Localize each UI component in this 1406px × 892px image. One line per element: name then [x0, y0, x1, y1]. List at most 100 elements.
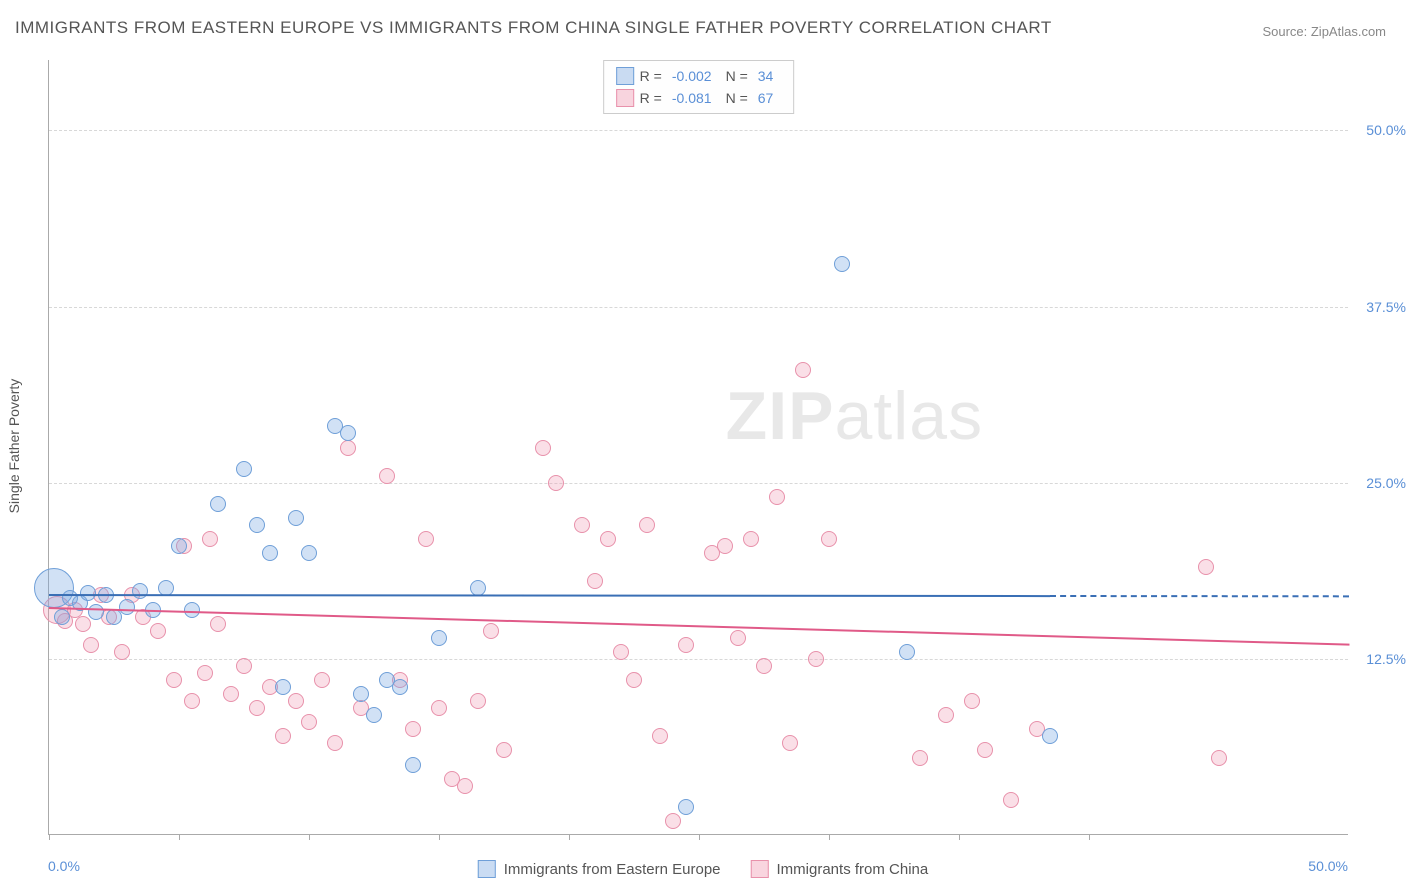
legend-n-value: 67 [758, 90, 774, 106]
x-max-label: 50.0% [1308, 858, 1348, 874]
x-tick [699, 834, 700, 840]
legend-row: R =-0.081N =67 [616, 87, 782, 109]
data-point-pink [678, 637, 694, 653]
data-point-pink [782, 735, 798, 751]
data-point-pink [83, 637, 99, 653]
data-point-pink [535, 440, 551, 456]
data-point-pink [1211, 750, 1227, 766]
legend-swatch-pink [751, 860, 769, 878]
data-point-pink [756, 658, 772, 674]
series-legend: Immigrants from Eastern Europe Immigrants… [478, 860, 928, 878]
data-point-blue [210, 496, 226, 512]
data-point-pink [457, 778, 473, 794]
data-point-blue [80, 585, 96, 601]
data-point-pink [379, 468, 395, 484]
data-point-pink [301, 714, 317, 730]
source-attribution: Source: ZipAtlas.com [1262, 24, 1386, 39]
data-point-blue [431, 630, 447, 646]
data-point-blue [288, 510, 304, 526]
x-tick [959, 834, 960, 840]
x-tick [1089, 834, 1090, 840]
bottom-legend-item: Immigrants from Eastern Europe [478, 860, 721, 878]
data-point-blue [275, 679, 291, 695]
data-point-pink [639, 517, 655, 533]
data-point-pink [665, 813, 681, 829]
data-point-pink [548, 475, 564, 491]
data-point-pink [626, 672, 642, 688]
data-point-blue [834, 256, 850, 272]
x-tick [569, 834, 570, 840]
trend-line-blue-dashed [1050, 595, 1349, 597]
data-point-blue [249, 517, 265, 533]
trend-line-pink [49, 607, 1349, 646]
data-point-pink [210, 616, 226, 632]
data-point-pink [587, 573, 603, 589]
data-point-pink [496, 742, 512, 758]
data-point-pink [1198, 559, 1214, 575]
data-point-pink [912, 750, 928, 766]
legend-r-label: R = [640, 68, 662, 84]
x-tick [179, 834, 180, 840]
legend-r-value: -0.081 [672, 90, 712, 106]
data-point-blue [184, 602, 200, 618]
x-tick [439, 834, 440, 840]
data-point-pink [75, 616, 91, 632]
x-tick [309, 834, 310, 840]
data-point-pink [730, 630, 746, 646]
data-point-pink [327, 735, 343, 751]
data-point-blue [405, 757, 421, 773]
data-point-blue [366, 707, 382, 723]
legend-swatch-blue [616, 67, 634, 85]
data-point-pink [431, 700, 447, 716]
data-point-pink [202, 531, 218, 547]
data-point-blue [171, 538, 187, 554]
data-point-pink [166, 672, 182, 688]
data-point-pink [340, 440, 356, 456]
legend-row: R = -0.002 N = 34 [616, 65, 782, 87]
data-point-blue [132, 583, 148, 599]
correlation-legend: R = -0.002 N = 34R = -0.081 N = 67 [603, 60, 795, 114]
data-point-pink [977, 742, 993, 758]
grid-line [49, 130, 1348, 131]
legend-r-value: -0.002 [672, 68, 712, 84]
grid-line [49, 483, 1348, 484]
data-point-pink [288, 693, 304, 709]
y-tick-label: 25.0% [1366, 475, 1406, 491]
data-point-blue [119, 599, 135, 615]
data-point-pink [114, 644, 130, 660]
chart-title: IMMIGRANTS FROM EASTERN EUROPE VS IMMIGR… [15, 18, 1052, 38]
legend-swatch-blue [478, 860, 496, 878]
data-point-blue [340, 425, 356, 441]
data-point-pink [418, 531, 434, 547]
trend-line-blue [49, 594, 1050, 597]
bottom-legend-label: Immigrants from China [777, 861, 929, 878]
data-point-pink [743, 531, 759, 547]
x-tick [829, 834, 830, 840]
data-point-pink [249, 700, 265, 716]
data-point-pink [821, 531, 837, 547]
legend-n-label: N = [726, 90, 748, 106]
data-point-pink [600, 531, 616, 547]
data-point-pink [652, 728, 668, 744]
data-point-pink [470, 693, 486, 709]
data-point-blue [54, 609, 70, 625]
legend-n-value: 34 [758, 68, 774, 84]
bottom-legend-item: Immigrants from China [751, 860, 929, 878]
grid-line [49, 307, 1348, 308]
legend-swatch-pink [616, 89, 634, 107]
data-point-pink [184, 693, 200, 709]
y-axis-label: Single Father Poverty [6, 379, 22, 514]
legend-n-label: N = [726, 68, 748, 84]
data-point-pink [1003, 792, 1019, 808]
data-point-pink [717, 538, 733, 554]
data-point-blue [899, 644, 915, 660]
bottom-legend-label: Immigrants from Eastern Europe [504, 861, 721, 878]
x-tick [49, 834, 50, 840]
x-min-label: 0.0% [48, 858, 80, 874]
data-point-pink [808, 651, 824, 667]
data-point-pink [574, 517, 590, 533]
data-point-blue [678, 799, 694, 815]
data-point-blue [236, 461, 252, 477]
data-point-blue [88, 604, 104, 620]
data-point-pink [275, 728, 291, 744]
